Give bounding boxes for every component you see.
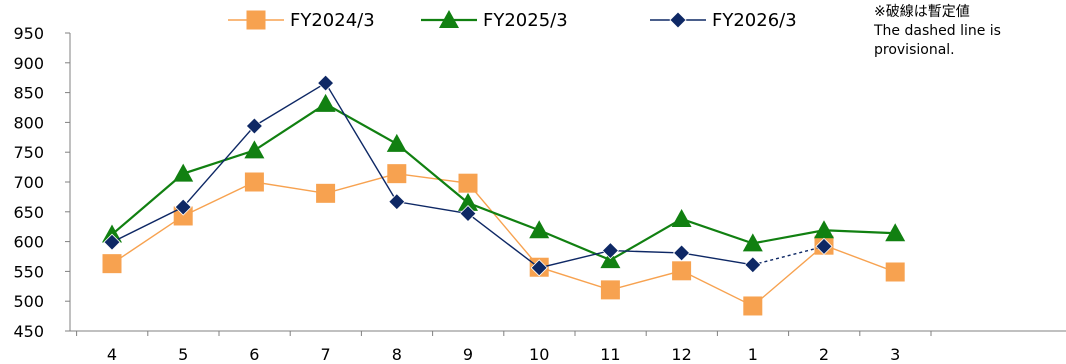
data-point (672, 261, 692, 281)
data-point (885, 262, 905, 282)
data-point (743, 296, 763, 316)
data-point (671, 208, 692, 227)
legend-marker (439, 10, 459, 28)
y-tick-label: 950 (13, 24, 44, 43)
data-point (173, 163, 194, 182)
data-point (601, 241, 619, 260)
data-point (742, 233, 763, 252)
y-tick-label: 600 (13, 233, 44, 252)
x-tick-label: 3 (890, 345, 900, 364)
data-point (244, 172, 264, 192)
data-point (673, 244, 691, 262)
data-point (744, 256, 762, 274)
data-point (815, 237, 833, 255)
legend: FY2024/3 FY2025/3 FY2026/3 (228, 10, 797, 31)
legend-label: FY2026/3 (712, 10, 797, 31)
series-FY2026/3 (103, 74, 833, 277)
x-tick-label: 6 (249, 345, 259, 364)
legend-entry: FY2025/3 (421, 10, 568, 31)
x-tick-label: 7 (321, 345, 331, 364)
series-FY2025/3 (102, 93, 906, 269)
x-tick-label: 2 (819, 345, 829, 364)
data-point (173, 206, 193, 226)
legend-label: FY2025/3 (483, 10, 568, 31)
y-tick-label: 900 (13, 54, 44, 73)
data-point (530, 259, 548, 277)
data-point (102, 224, 122, 243)
series-line (111, 172, 896, 307)
y-axis-ticks: 450 500 550 600 650 700 750 800 850 900 950 (13, 24, 70, 341)
series-FY2024/3 (102, 164, 905, 316)
series-line-provisional (752, 245, 825, 266)
y-tick-label: 450 (13, 322, 44, 341)
y-tick-label: 850 (13, 84, 44, 103)
data-point (102, 254, 122, 274)
data-point (317, 74, 335, 92)
data-point (885, 223, 906, 242)
data-point (245, 117, 263, 135)
data-point (458, 173, 478, 193)
legend-marker (669, 11, 687, 29)
series-line (111, 102, 896, 262)
series-line (111, 82, 753, 269)
legend-entry: FY2026/3 (650, 10, 797, 31)
x-axis-ticks: 4 5 6 7 8 9 10 11 12 1 2 3 (76, 331, 932, 364)
x-tick-label: 11 (600, 345, 620, 364)
legend-marker (246, 10, 266, 30)
x-tick-label: 8 (392, 345, 402, 364)
data-point (386, 133, 407, 152)
data-point (103, 233, 121, 251)
data-point (458, 192, 478, 211)
x-tick-label: 5 (178, 345, 188, 364)
x-tick-label: 4 (107, 345, 117, 364)
data-point (814, 220, 834, 239)
data-point (459, 205, 477, 223)
y-tick-label: 650 (13, 203, 44, 222)
y-tick-label: 550 (13, 262, 44, 281)
data-point (387, 164, 407, 184)
series-layer (102, 74, 906, 316)
note-line: provisional. (874, 42, 955, 58)
y-tick-label: 800 (13, 113, 44, 132)
y-tick-label: 750 (13, 143, 44, 162)
x-tick-label: 10 (529, 345, 549, 364)
y-tick-label: 500 (13, 292, 44, 311)
data-point (315, 93, 336, 112)
data-point (174, 198, 192, 216)
note-line: The dashed line is (873, 23, 1001, 39)
axes (69, 33, 1066, 332)
x-tick-label: 12 (671, 345, 691, 364)
x-tick-label: 1 (748, 345, 758, 364)
y-tick-label: 700 (13, 173, 44, 192)
provisional-note: ※破線は暫定値 The dashed line is provisional. (873, 4, 1001, 58)
legend-label: FY2024/3 (290, 10, 375, 31)
data-point (600, 280, 620, 300)
x-tick-label: 9 (463, 345, 473, 364)
note-line: ※破線は暫定値 (874, 4, 970, 20)
legend-entry: FY2024/3 (228, 10, 375, 31)
data-point (316, 183, 336, 203)
data-point (244, 140, 265, 159)
data-point (529, 220, 550, 239)
data-point (388, 193, 406, 211)
